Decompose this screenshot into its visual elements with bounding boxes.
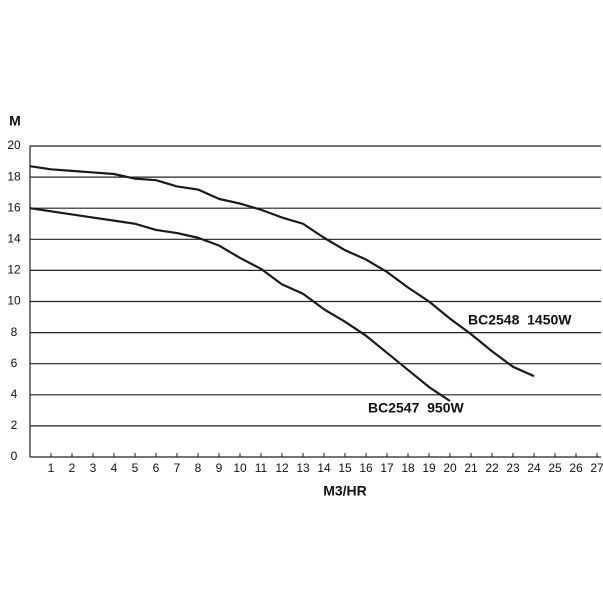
y-axis-label: M <box>9 113 21 129</box>
x-tick-label: 6 <box>153 461 160 475</box>
x-tick-label: 1 <box>48 461 55 475</box>
x-tick-label: 2 <box>69 461 76 475</box>
x-tick-label: 19 <box>422 461 436 475</box>
series-label: BC2547 950W <box>368 400 465 416</box>
x-tick-label: 9 <box>216 461 223 475</box>
series-line <box>29 165 535 378</box>
x-tick-label: 11 <box>255 461 268 475</box>
series-label: BC2548 1450W <box>468 312 572 328</box>
x-tick-label: 7 <box>174 461 181 475</box>
x-tick-label: 16 <box>359 461 373 475</box>
x-tick-label: 12 <box>275 461 289 475</box>
x-tick-label: 4 <box>111 461 118 475</box>
x-tick-label: 21 <box>464 461 478 475</box>
y-tick-label: 0 <box>11 449 18 463</box>
y-tick-label: 20 <box>7 138 21 152</box>
x-tick-label: 23 <box>506 461 520 475</box>
x-tick-label: 5 <box>132 461 139 475</box>
x-tick-label: 8 <box>195 461 202 475</box>
x-axis-label: M3/HR <box>323 483 367 499</box>
x-tick-label: 3 <box>90 461 97 475</box>
x-tick-label: 26 <box>569 461 583 475</box>
y-tick-label: 18 <box>7 169 21 183</box>
y-tick-label: 16 <box>7 200 21 214</box>
x-tick-label: 18 <box>401 461 415 475</box>
series-line <box>29 207 451 402</box>
x-tick-label: 14 <box>317 461 331 475</box>
y-tick-label: 4 <box>11 387 18 401</box>
x-tick-label: 20 <box>443 461 457 475</box>
y-tick-label: 14 <box>7 231 21 245</box>
y-tick-label: 12 <box>7 263 21 277</box>
x-tick-label: 17 <box>380 461 394 475</box>
x-tick-label: 27 <box>590 461 603 475</box>
y-tick-label: 10 <box>7 294 21 308</box>
x-tick-label: 13 <box>296 461 310 475</box>
y-tick-label: 2 <box>11 418 18 432</box>
x-tick-label: 25 <box>548 461 562 475</box>
y-tick-label: 8 <box>11 325 18 339</box>
x-tick-label: 10 <box>233 461 247 475</box>
x-tick-label: 24 <box>527 461 541 475</box>
y-tick-label: 6 <box>11 356 18 370</box>
x-tick-label: 15 <box>338 461 352 475</box>
x-tick-label: 22 <box>485 461 499 475</box>
